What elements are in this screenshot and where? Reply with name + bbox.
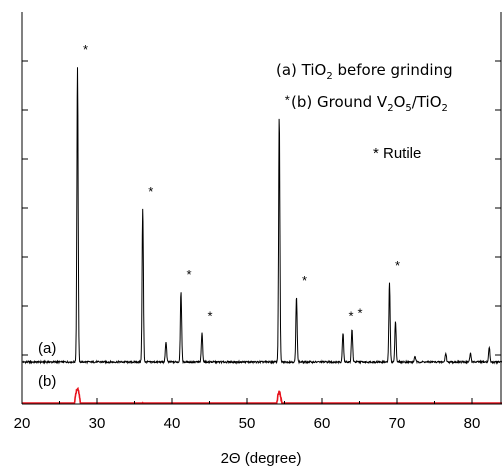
rutile-marker: * bbox=[186, 267, 191, 282]
x-ticks: 20 30 40 50 60 70 80 bbox=[14, 398, 481, 432]
x-tick-label: 20 bbox=[14, 415, 31, 432]
series-label-b: (b) bbox=[38, 373, 56, 390]
legend-rutile-note: * Rutile bbox=[373, 145, 421, 162]
x-tick-label: 30 bbox=[89, 415, 106, 432]
legend-entry-a: (a) TiO2 before grinding bbox=[276, 61, 453, 82]
legend: (a) TiO2 before grinding (b) Ground V2O5… bbox=[276, 61, 453, 162]
series-layer bbox=[21, 67, 502, 404]
rutile-marker: * bbox=[302, 273, 307, 288]
rutile-marker: * bbox=[285, 92, 290, 107]
x-tick-label: 60 bbox=[314, 415, 331, 432]
series-line-b bbox=[22, 386, 502, 404]
rutile-marker: * bbox=[348, 308, 353, 323]
series-line-a bbox=[21, 67, 502, 365]
series-label-a: (a) bbox=[38, 340, 56, 357]
x-tick-label: 70 bbox=[389, 415, 406, 432]
rutile-marker: * bbox=[148, 184, 153, 199]
x-axis-title: 2Θ (degree) bbox=[221, 450, 302, 467]
x-tick-label: 40 bbox=[164, 415, 181, 432]
x-tick-label: 50 bbox=[239, 415, 256, 432]
y-ticks bbox=[22, 60, 501, 356]
x-tick-label: 80 bbox=[464, 415, 481, 432]
rutile-markers: * * * * * * * * * bbox=[83, 42, 400, 323]
rutile-marker: * bbox=[357, 305, 362, 320]
rutile-marker: * bbox=[395, 258, 400, 273]
plot-area bbox=[22, 12, 502, 404]
legend-entry-b: (b) Ground V2O5/TiO2 bbox=[291, 93, 448, 114]
rutile-marker: * bbox=[83, 42, 88, 57]
rutile-marker: * bbox=[207, 308, 212, 323]
